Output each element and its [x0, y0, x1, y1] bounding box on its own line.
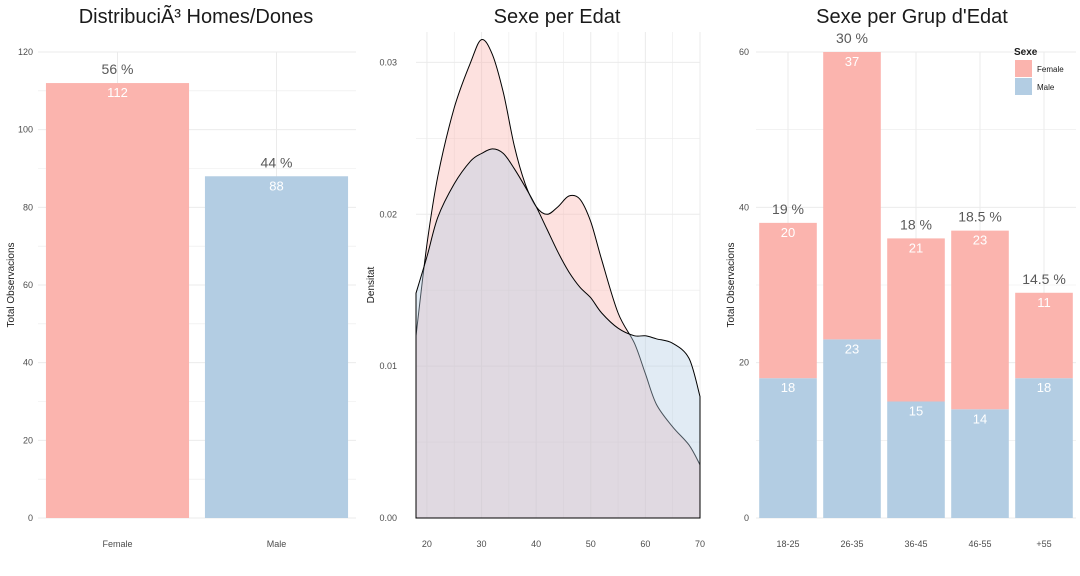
- y-tick-label: 80: [23, 202, 33, 212]
- legend-title: Sexe: [1014, 47, 1038, 58]
- y-tick-label: 0.00: [379, 513, 397, 523]
- panel3-bars: 18 20 19 % 23 37 30 % 15 21 18 % 14 23 18.5 % 18 11 14…: [759, 30, 1073, 518]
- bar-value-label: 112: [107, 85, 128, 100]
- bar-percent-label: 44 %: [261, 154, 293, 170]
- panel-sex-by-age-density: Sexe per Edat Densitat 0.00 0.01 0.02 0.03 2…: [366, 6, 705, 549]
- panel2-density-areas: [415, 39, 701, 519]
- bar-value-label-male: 23: [845, 341, 859, 356]
- bar-value-label-male: 14: [973, 411, 987, 426]
- legend-label-male: Male: [1037, 83, 1055, 92]
- panel1-ticks: 0 20 40 60 80 100 120 Female Male: [18, 47, 286, 549]
- bar-value-label-male: 15: [909, 404, 923, 419]
- y-tick-label: 0.01: [379, 361, 397, 371]
- bar-segment-female: [759, 222, 817, 379]
- panel3-legend: Sexe Female Male: [1014, 47, 1064, 95]
- bar-female: [45, 83, 190, 519]
- bar-segment-male: [951, 409, 1009, 518]
- bar-value-label-female: 11: [1037, 295, 1051, 310]
- panel-sex-by-age-group: Sexe per Grup d'Edat Total Observacions …: [726, 6, 1076, 549]
- bar-segment-female: [823, 52, 881, 340]
- panel2-ticks: 0.00 0.01 0.02 0.03 20 30 40 50 60 70: [379, 57, 705, 549]
- legend-label-female: Female: [1037, 65, 1064, 74]
- x-tick-label: 70: [695, 539, 705, 549]
- legend-swatch-female: [1015, 60, 1032, 77]
- x-tick-label: +55: [1036, 539, 1051, 549]
- bar-percent-label: 18.5 %: [958, 209, 1002, 225]
- panel2-title: Sexe per Edat: [494, 6, 621, 28]
- panel3-ticks: 0 20 40 60 18-25 26-35 36-45 46-55 +55: [739, 47, 1052, 549]
- legend-swatch-male: [1015, 78, 1032, 95]
- bar-segment-male: [823, 339, 881, 518]
- y-tick-label: 100: [18, 125, 33, 135]
- y-tick-label: 40: [23, 358, 33, 368]
- x-tick-label: 50: [586, 539, 596, 549]
- panel2-ylabel: Densitat: [366, 266, 377, 303]
- bar-value-label-male: 18: [781, 380, 795, 395]
- x-tick-label: 26-35: [840, 539, 863, 549]
- bar-segment-female: [1015, 292, 1073, 379]
- x-tick-label: Female: [102, 539, 132, 549]
- panel1-ylabel: Total Observacions: [6, 242, 17, 327]
- bar-value-label-male: 18: [1037, 380, 1051, 395]
- bar-percent-label: 30 %: [836, 30, 868, 46]
- bar-percent-label: 19 %: [772, 201, 804, 217]
- x-tick-label: 30: [477, 539, 487, 549]
- x-tick-label: Male: [267, 539, 287, 549]
- bar-segment-male: [887, 401, 945, 518]
- panel2-grid: [416, 32, 701, 519]
- panel1-title: DistribuciÃ³ Homes/Dones: [79, 4, 314, 28]
- bar-value-label-female: 20: [781, 225, 795, 240]
- x-tick-label: 20: [422, 539, 432, 549]
- bar-male: [204, 176, 349, 518]
- density-area-female: [415, 39, 701, 519]
- y-tick-label: 40: [739, 202, 749, 212]
- x-tick-label: 18-25: [776, 539, 799, 549]
- panel-sex-distribution: DistribuciÃ³ Homes/Dones Total Observaci…: [6, 4, 356, 549]
- y-tick-label: 0.03: [379, 57, 397, 67]
- bar-segment-female: [887, 238, 945, 402]
- panel3-ylabel: Total Observacions: [726, 242, 737, 327]
- x-tick-label: 36-45: [904, 539, 927, 549]
- y-tick-label: 20: [739, 358, 749, 368]
- x-tick-label: 60: [640, 539, 650, 549]
- bar-value-label: 88: [269, 178, 283, 193]
- bar-percent-label: 14.5 %: [1022, 271, 1066, 287]
- y-tick-label: 60: [739, 47, 749, 57]
- y-tick-label: 120: [18, 47, 33, 57]
- bar-percent-label: 56 %: [102, 61, 134, 77]
- bar-segment-male: [759, 378, 817, 518]
- y-tick-label: 0: [744, 513, 749, 523]
- panel1-bars: 112 56 % 88 44 %: [45, 61, 349, 519]
- y-tick-label: 0.02: [379, 209, 397, 219]
- x-tick-label: 46-55: [968, 539, 991, 549]
- density-area-male: [415, 148, 701, 519]
- y-tick-label: 20: [23, 435, 33, 445]
- x-tick-label: 40: [531, 539, 541, 549]
- bar-percent-label: 18 %: [900, 216, 932, 232]
- panel3-title: Sexe per Grup d'Edat: [816, 6, 1008, 28]
- y-tick-label: 60: [23, 280, 33, 290]
- bar-segment-male: [1015, 378, 1073, 518]
- bar-segment-female: [951, 230, 1009, 410]
- bar-value-label-female: 23: [973, 233, 987, 248]
- y-tick-label: 0: [28, 513, 33, 523]
- bar-value-label-female: 37: [845, 54, 859, 69]
- bar-value-label-female: 21: [909, 240, 923, 255]
